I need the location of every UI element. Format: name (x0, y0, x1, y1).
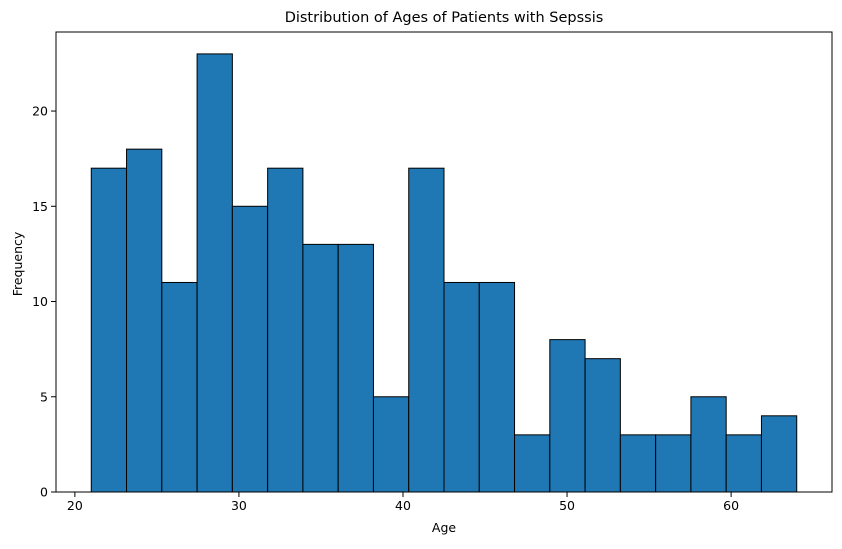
histogram-bar (408, 167, 445, 493)
y-tick-label: 15 (32, 199, 48, 214)
histogram-bar (231, 205, 269, 493)
histogram-bar (372, 396, 410, 493)
plot-frame (55, 31, 833, 493)
histogram-bar (126, 148, 163, 493)
bars-layer (90, 53, 798, 493)
histogram-bar (549, 339, 586, 493)
histogram-bar (302, 243, 339, 493)
y-tick-label: 5 (40, 389, 48, 404)
x-tick-label: 60 (723, 498, 739, 513)
histogram-bar (478, 281, 516, 493)
histogram-bar (514, 434, 551, 493)
histogram-bar (161, 281, 198, 493)
x-tick-label: 50 (559, 498, 575, 513)
histogram-bar (619, 434, 657, 493)
x-tick-label: 20 (67, 498, 83, 513)
y-tick-label: 10 (32, 294, 48, 309)
histogram-bar (90, 167, 128, 493)
histogram-bar (267, 167, 304, 493)
x-axis-label: Age (432, 520, 456, 535)
histogram-bar (690, 396, 727, 493)
x-tick-label: 30 (231, 498, 247, 513)
histogram-bar (760, 415, 798, 493)
histogram-bar (196, 53, 233, 493)
histogram-bar (337, 243, 374, 493)
y-tick-label: 0 (40, 485, 48, 500)
histogram-bar (725, 434, 762, 493)
histogram-bar (584, 358, 621, 493)
histogram-bar (443, 281, 480, 493)
y-axis-label: Frequency (10, 231, 25, 296)
histogram-bar (655, 434, 692, 493)
axes-layer: 20 30 40 50 60 0 5 10 15 20 (32, 31, 833, 513)
y-tick-label: 20 (32, 104, 48, 119)
chart-title: Distribution of Ages of Patients with Se… (285, 10, 604, 26)
x-tick-label: 40 (395, 498, 411, 513)
